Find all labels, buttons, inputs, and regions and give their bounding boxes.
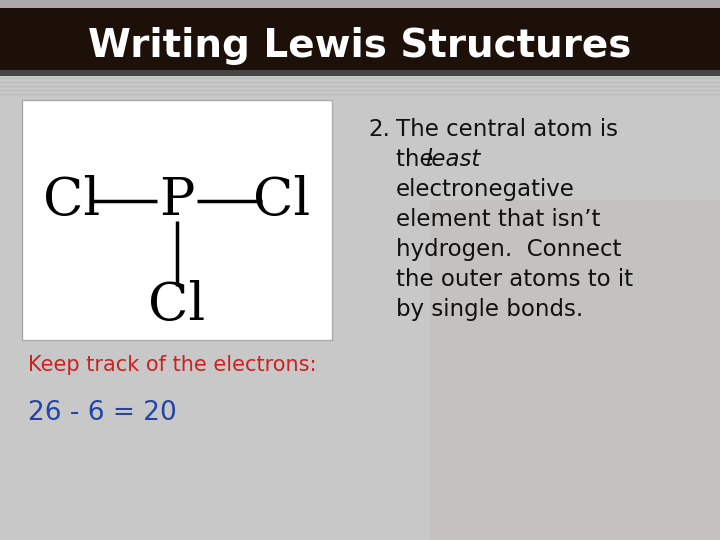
Text: 2.: 2.: [368, 118, 390, 141]
Text: P: P: [159, 176, 194, 226]
Text: element that isn’t: element that isn’t: [396, 208, 600, 231]
Text: least: least: [425, 148, 480, 171]
Text: Cl: Cl: [43, 176, 101, 226]
Text: Cl: Cl: [253, 176, 310, 226]
Text: 26 - 6 = 20: 26 - 6 = 20: [28, 400, 176, 426]
Text: Cl: Cl: [148, 280, 206, 332]
Text: by single bonds.: by single bonds.: [396, 298, 583, 321]
Bar: [0, 8, 720, 76]
Bar: [0, 0, 720, 8]
Text: Keep track of the electrons:: Keep track of the electrons:: [28, 355, 317, 375]
Text: electronegative: electronegative: [396, 178, 575, 201]
Text: The central atom is: The central atom is: [396, 118, 618, 141]
Text: hydrogen.  Connect: hydrogen. Connect: [396, 238, 621, 261]
Text: the: the: [396, 148, 441, 171]
Bar: [22, 100, 332, 340]
Bar: [0, 70, 720, 76]
Bar: [430, 200, 720, 540]
Text: the outer atoms to it: the outer atoms to it: [396, 268, 633, 291]
Text: Writing Lewis Structures: Writing Lewis Structures: [89, 27, 631, 65]
